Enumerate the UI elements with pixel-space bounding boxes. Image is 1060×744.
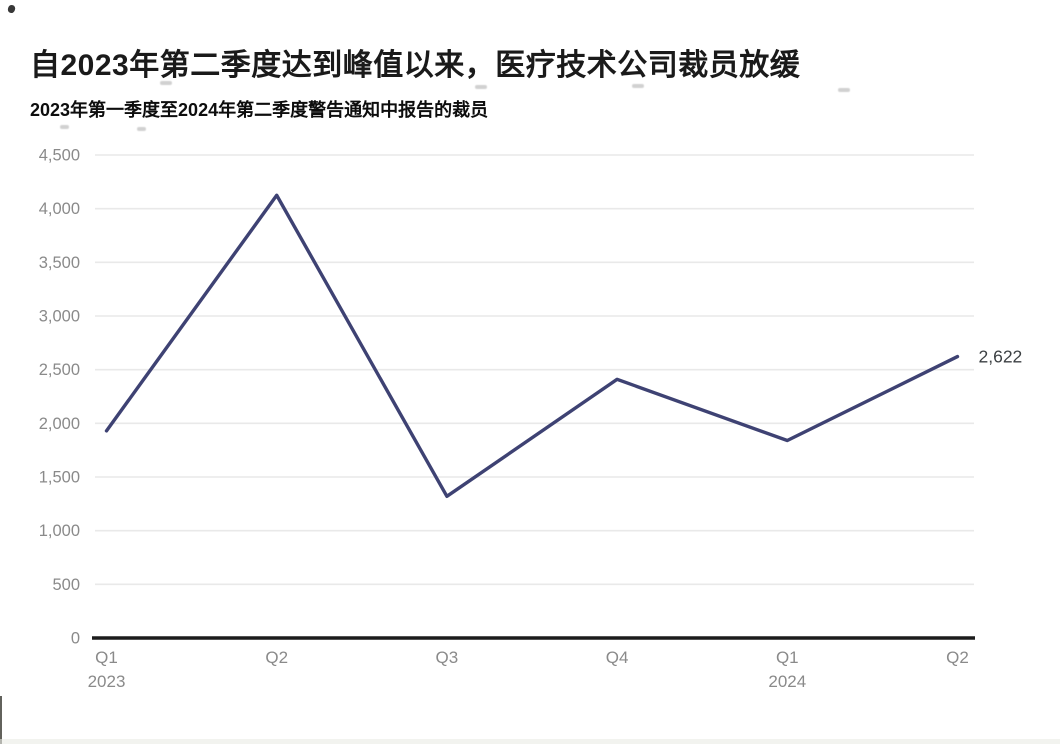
- x-axis-year-label: 2024: [768, 672, 806, 691]
- data-line-series: [104, 193, 960, 499]
- y-axis-tick-label: 3,000: [39, 308, 80, 326]
- x-axis-tick-label: Q3: [436, 648, 459, 667]
- x-axis-tick-label: Q1: [776, 648, 799, 667]
- y-axis-tick-label: 1,000: [39, 522, 80, 540]
- x-axis-tick-label: Q2: [265, 648, 288, 667]
- chart-subtitle: 2023年第一季度至2024年第二季度警告通知中报告的裁员: [30, 100, 489, 120]
- y-axis-tick-label: 500: [52, 576, 80, 594]
- end-value-label: 2,622: [979, 347, 1023, 367]
- y-axis-tick-label: 2,500: [39, 361, 80, 379]
- y-axis-tick-label: 4,000: [39, 200, 80, 218]
- y-axis-tick-label: 3,500: [39, 254, 80, 272]
- x-axis-tick-label: Q1: [95, 648, 118, 667]
- x-axis-year-label: 2023: [88, 672, 126, 691]
- y-axis-tick-label: 4,500: [39, 147, 80, 165]
- chart-title: 自2023年第二季度达到峰值以来，医疗技术公司裁员放缓: [30, 49, 801, 82]
- x-axis-tick-label: Q2: [946, 648, 969, 667]
- y-axis-tick-label: 1,500: [39, 469, 80, 487]
- y-axis-tick-label: 2,000: [39, 415, 80, 433]
- y-axis-tick-label: 0: [71, 630, 80, 648]
- x-axis-tick-label: Q4: [606, 648, 629, 667]
